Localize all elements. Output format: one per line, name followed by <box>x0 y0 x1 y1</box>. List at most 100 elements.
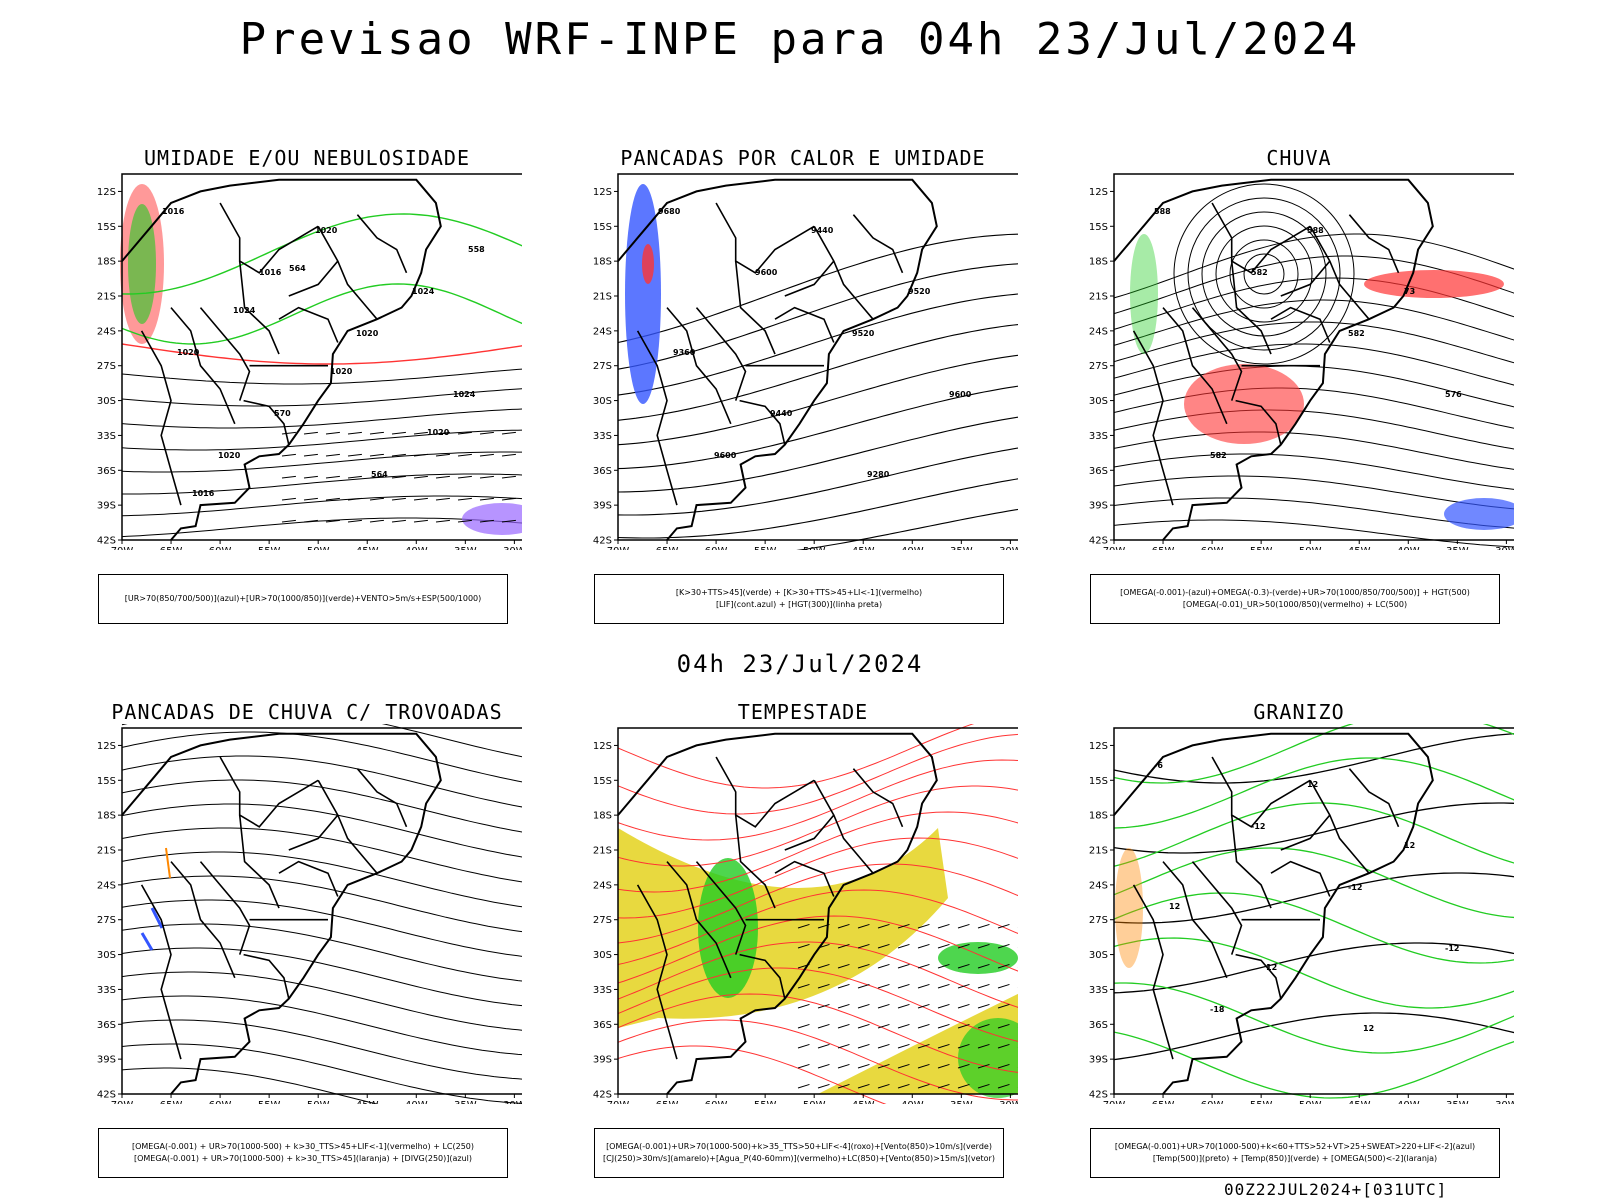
hgt300-contour <box>617 416 1018 493</box>
state-border <box>774 860 835 897</box>
wind-vector <box>877 1003 890 1009</box>
lat-tick-label: 24S <box>97 880 116 891</box>
contour-label: 12 <box>1363 1024 1374 1033</box>
wind850-area-green <box>938 942 1018 974</box>
state-border <box>243 953 290 999</box>
lon-tick-label: 50W <box>803 1100 826 1104</box>
hgt300-contour <box>617 293 1018 396</box>
wind-vector <box>391 431 406 435</box>
state-border <box>695 307 747 401</box>
contour-label: 1020 <box>218 451 241 460</box>
wind-vector <box>369 431 384 435</box>
map-plot: -6 -12 -12 -12 -18 12 12 12 12 12 12S 15S 18S 21S 24S 2… <box>1089 724 1514 1104</box>
lat-tick-label: 15S <box>1089 776 1108 787</box>
lon-tick-label: 65W <box>1152 546 1175 550</box>
wind-vector <box>897 1063 910 1069</box>
streamline-250 <box>121 1043 522 1104</box>
streamline-850 <box>617 1045 887 1104</box>
plot-frame <box>121 727 522 1095</box>
lat-tick-label: 27S <box>1089 915 1108 926</box>
wind-vector <box>479 475 494 479</box>
state-border <box>715 202 815 274</box>
wind-vector <box>957 923 970 929</box>
lat-tick-label: 30S <box>1089 396 1108 407</box>
wind-vector <box>937 1063 950 1069</box>
pressure-contour <box>121 451 522 473</box>
wind-vector <box>281 431 296 435</box>
run-timestamp: 00Z22JUL2024+[031UTC] <box>1224 1180 1448 1199</box>
wind-vector <box>937 1003 950 1009</box>
lon-tick-label: 45W <box>852 1100 875 1104</box>
legend-line: [OMEGA(-0.001)+UR>70(1000-500)+k>35_TTS>… <box>606 1142 992 1151</box>
lon-tick-label: 60W <box>209 546 232 550</box>
wind-vector <box>325 519 340 523</box>
wind-vector <box>391 453 406 457</box>
contour-label: -18 <box>1210 1005 1225 1014</box>
coastline <box>617 732 938 1095</box>
lat-tick-label: 15S <box>593 776 612 787</box>
legend-line: [OMEGA(-0.01)_UR>50(1000/850)(vermelho) … <box>1182 600 1408 609</box>
omega-orange <box>1115 848 1143 968</box>
wind-vector <box>997 1063 1010 1069</box>
lat-tick-label: 27S <box>1089 361 1108 372</box>
contour-label: 9600 <box>949 390 972 399</box>
wind-vector <box>917 1023 930 1029</box>
state-border <box>238 815 280 909</box>
state-border <box>739 399 786 445</box>
wind-vector <box>977 943 990 949</box>
panel-pancadas-calor: PANCADAS POR CALOR E UMIDADE 9680 9600 952… <box>588 146 1018 626</box>
temp500-contour <box>1113 872 1514 924</box>
wind-vector <box>457 519 472 523</box>
streamline-250 <box>121 995 522 1056</box>
state-border <box>238 261 280 355</box>
streamline <box>1113 519 1514 548</box>
state-border <box>734 261 776 355</box>
state-border <box>170 307 236 425</box>
lat-tick-label: 24S <box>1089 880 1108 891</box>
wind-vector <box>937 983 950 989</box>
map-plot: 1016 1016 1020 1024 1020 1020 1024 1020 570 564 55… <box>97 173 522 550</box>
streamline <box>1113 453 1514 490</box>
state-border <box>695 861 747 955</box>
lat-tick-label: 21S <box>593 292 612 303</box>
wind-vector <box>997 1043 1010 1049</box>
lon-tick-label: 35W <box>950 1100 973 1104</box>
wind-vector <box>797 1063 810 1069</box>
lat-tick-label: 39S <box>1089 501 1108 512</box>
k-index-red <box>642 244 654 284</box>
state-border <box>739 953 786 999</box>
lon-tick-label: 60W <box>1201 1100 1224 1104</box>
panel-title: CHUVA <box>1266 146 1332 170</box>
temp500-contour <box>1113 733 1514 784</box>
lat-tick-label: 33S <box>593 985 612 996</box>
lat-tick-label: 27S <box>593 915 612 926</box>
streamline-850 <box>617 915 1018 984</box>
wind850-area-green <box>698 858 758 998</box>
lat-tick-label: 30S <box>1089 950 1108 961</box>
wind-vector <box>457 453 472 457</box>
streamline <box>1113 233 1514 299</box>
wind-vector <box>877 1063 890 1069</box>
wind-vector <box>325 497 340 501</box>
contour-label: 12 <box>1266 963 1277 972</box>
pressure-contour <box>121 388 522 407</box>
plot-frame <box>121 173 522 541</box>
wind-vector <box>857 1083 870 1089</box>
pressure-contour <box>121 495 522 517</box>
wind-vector <box>977 923 990 929</box>
lat-tick-label: 33S <box>1089 431 1108 442</box>
wind-vector <box>435 475 450 479</box>
rain-area-green <box>1130 234 1158 354</box>
wind-vector <box>877 943 890 949</box>
lat-tick-label: 33S <box>97 431 116 442</box>
streamline-250 <box>121 803 522 858</box>
state-border <box>288 814 339 851</box>
wind-vector <box>501 497 516 501</box>
legend-line: [UR>70(850/700/500)](azul)+[UR>70(1000/8… <box>124 594 482 603</box>
map-plot: 588 582 582 576 582 588 73 12S 15S 18S 21S 24S 27S 30… <box>1089 173 1514 550</box>
wind-vector <box>435 519 450 523</box>
wind-vector <box>817 963 830 969</box>
plot-background <box>122 728 522 1094</box>
lat-tick-label: 15S <box>1089 222 1108 233</box>
wind-vector <box>817 1083 830 1089</box>
